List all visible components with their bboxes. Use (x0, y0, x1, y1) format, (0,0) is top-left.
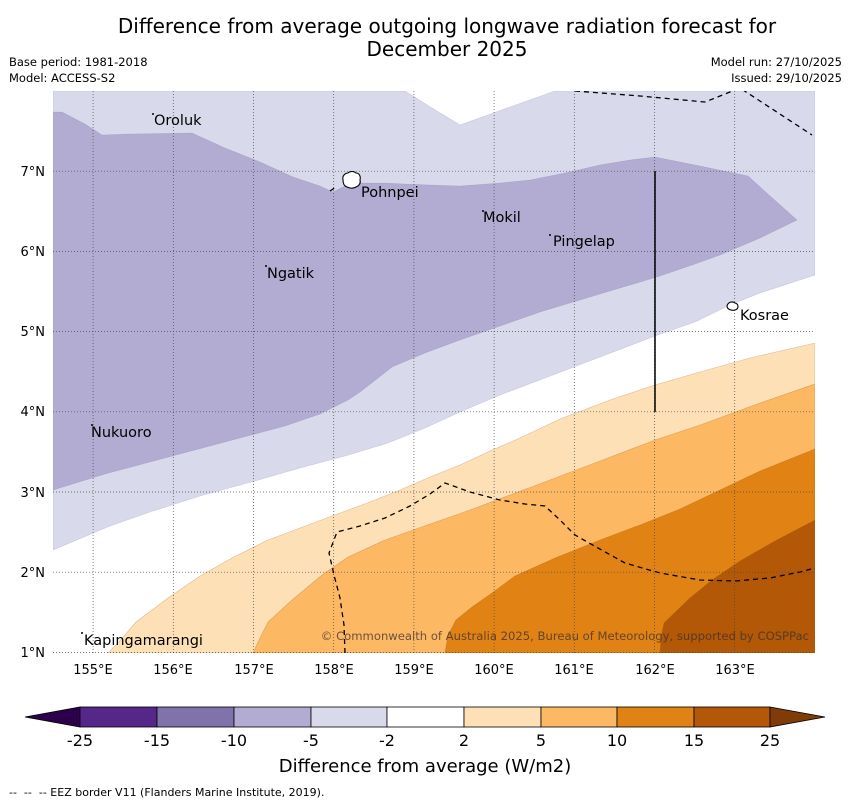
colorbar-tick-label: -25 (67, 731, 93, 750)
title-line-2: December 2025 (367, 37, 528, 61)
eez-footnote: -- -- -- EEZ border V11 (Flanders Marine… (9, 786, 324, 799)
lon-tick-label: 161°E (554, 663, 594, 678)
copyright-notice: © Commonwealth of Australia 2025, Bureau… (321, 629, 809, 643)
colorbar-segment (156, 706, 235, 728)
lat-axis: 7°N 6°N 5°N 4°N 3°N 2°N 1°N (21, 165, 46, 661)
pohnpei-island (342, 170, 361, 189)
contour-minus10-minus5 (53, 111, 798, 491)
colorbar: -25 -15 -10 -5 -2 2 5 10 15 25 Differenc… (24, 706, 826, 777)
pingelap-marker (549, 234, 551, 236)
kosrae-island (726, 301, 739, 311)
place-label-kapingamarangi: Kapingamarangi (84, 633, 203, 649)
lat-tick-label: 6°N (21, 245, 46, 260)
lon-tick-label: 158°E (314, 663, 354, 678)
colorbar-tick-label: -5 (303, 731, 319, 750)
colorbar-segment (463, 706, 542, 728)
place-label-kosrae: Kosrae (740, 308, 789, 324)
lon-tick-label: 156°E (153, 663, 193, 678)
lon-axis: 155°E 156°E 157°E 158°E 159°E 160°E 161°… (73, 663, 755, 678)
colorbar-tick-label: 5 (536, 731, 546, 750)
lon-tick-label: 155°E (73, 663, 113, 678)
colorbar-extend-high (769, 706, 826, 728)
colorbar-segment (310, 706, 388, 728)
colorbar-segment (79, 706, 158, 728)
gridlines (53, 91, 815, 653)
colorbar-segment (386, 706, 465, 728)
mokil-marker (482, 210, 484, 212)
colorbar-tick-label: -15 (144, 731, 170, 750)
colorbar-tick-label: 15 (684, 731, 704, 750)
colorbar-segment (693, 706, 771, 728)
model-name: Model: ACCESS-S2 (9, 71, 115, 85)
lon-tick-label: 162°E (635, 663, 675, 678)
lat-tick-label: 7°N (21, 165, 46, 180)
model-run-date: Model run: 27/10/2025 (711, 55, 842, 69)
lat-tick-label: 4°N (21, 405, 46, 420)
lat-tick-label: 2°N (21, 566, 46, 581)
place-label-nukuoro: Nukuoro (91, 425, 152, 441)
colorbar-segment (233, 706, 312, 728)
place-label-oroluk: Oroluk (154, 113, 202, 129)
lon-tick-label: 160°E (474, 663, 514, 678)
oroluk-marker (152, 113, 154, 115)
place-label-ngatik: Ngatik (267, 266, 315, 282)
lat-tick-label: 1°N (21, 646, 46, 661)
lon-tick-label: 163°E (715, 663, 755, 678)
colorbar-label: Difference from average (W/m2) (279, 756, 571, 777)
lat-tick-label: 3°N (21, 486, 46, 501)
colorbar-tick-label: -2 (379, 731, 395, 750)
nukuoro-marker (91, 424, 93, 426)
eez-border-south (328, 482, 815, 653)
issued-date: Issued: 29/10/2025 (731, 71, 842, 85)
eez-border-pohnpei (329, 186, 337, 192)
lon-tick-label: 157°E (234, 663, 274, 678)
colorbar-tick-label: -10 (221, 731, 247, 750)
place-label-pohnpei: Pohnpei (361, 185, 419, 201)
place-label-pingelap: Pingelap (553, 234, 615, 250)
colorbar-tick-label: 10 (607, 731, 627, 750)
ngatik-marker (265, 265, 267, 267)
kapingamarangi-marker (81, 632, 83, 634)
colorbar-tick-label: 25 (760, 731, 780, 750)
title-line-1: Difference from average outgoing longwav… (118, 14, 777, 38)
lon-tick-label: 159°E (394, 663, 434, 678)
map-area: Oroluk Pohnpei Mokil Pingelap Ngatik Kos… (53, 91, 815, 653)
colorbar-tick-label: 2 (459, 731, 469, 750)
colorbar-segment (540, 706, 618, 728)
contour-15-25 (659, 519, 815, 653)
base-period: Base period: 1981-2018 (9, 55, 148, 69)
colorbar-segment (616, 706, 695, 728)
lat-tick-label: 5°N (21, 325, 46, 340)
place-label-mokil: Mokil (483, 210, 521, 226)
eez-border-north (574, 91, 813, 136)
colorbar-extend-low (24, 706, 81, 728)
